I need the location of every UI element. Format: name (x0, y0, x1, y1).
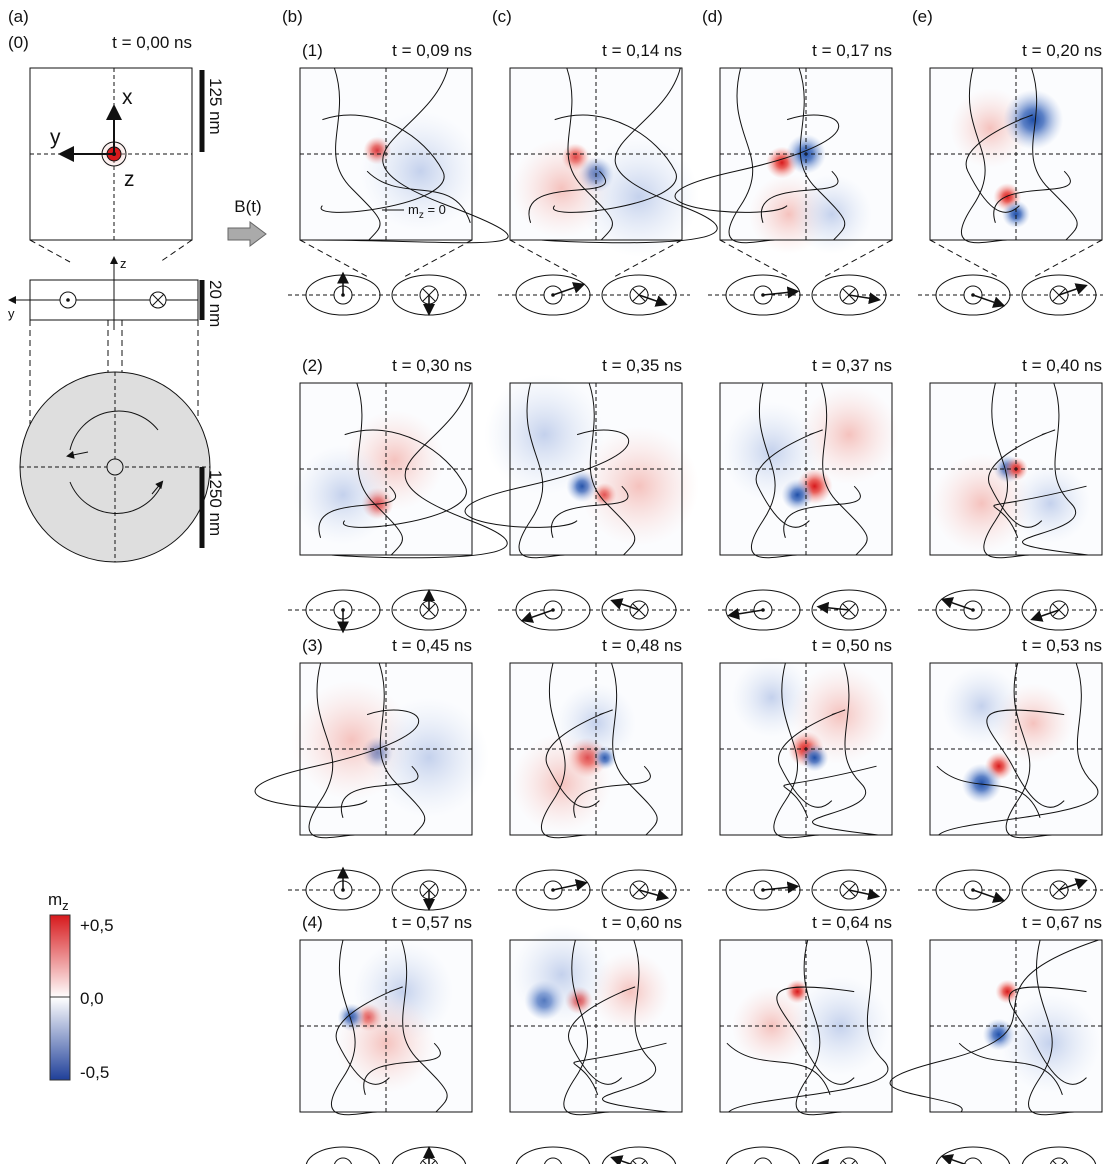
mz-panel (720, 940, 892, 1115)
disk-core (107, 459, 123, 475)
field-arrow (228, 222, 266, 246)
zoom-line (30, 240, 70, 262)
time-label: t = 0,17 ns (812, 41, 892, 60)
core-symbol (544, 1158, 562, 1164)
axis-label: z (120, 256, 127, 271)
mz-region (579, 426, 699, 546)
axis-label: x (122, 86, 133, 109)
mz-region (942, 666, 1022, 746)
axis-label: y (8, 306, 15, 321)
mz-region (962, 763, 1002, 803)
mz-panel (293, 383, 507, 558)
axis-label: z (124, 168, 135, 191)
zoom-line (160, 240, 192, 262)
zoom-line (510, 240, 580, 278)
colorbar-tick: -0,5 (80, 1063, 109, 1082)
zoom-line (402, 240, 472, 278)
row-label: (1) (302, 41, 323, 60)
column-label: (d) (702, 7, 723, 26)
mz-panel (465, 375, 699, 558)
mz-region (336, 993, 436, 1093)
time-label: t = 0,67 ns (1022, 913, 1102, 932)
time-label: t = 0,53 ns (1022, 636, 1102, 655)
time-label: t = 0,57 ns (392, 913, 472, 932)
column-label: (b) (282, 7, 303, 26)
row-label: (0) (8, 33, 29, 52)
time-label: t = 0,60 ns (602, 913, 682, 932)
core-symbol (840, 1158, 858, 1164)
mz-region (722, 402, 822, 502)
row-label: (2) (302, 356, 323, 375)
time-label: t = 0,30 ns (392, 356, 472, 375)
scale-label: 20 nm (206, 280, 225, 327)
core-symbol (334, 1158, 352, 1164)
mz-panel (255, 663, 489, 838)
colorbar-tick: +0,5 (80, 916, 114, 935)
column-label: (a) (8, 7, 29, 26)
column-label: (e) (912, 7, 933, 26)
mz-panel (930, 383, 1102, 558)
time-label: t = 0,09 ns (392, 41, 472, 60)
zoom-line (300, 240, 370, 278)
core-symbol (1050, 1158, 1068, 1164)
core-symbol (754, 1158, 772, 1164)
scale-label: 125 nm (206, 78, 225, 135)
zoom-line (1032, 240, 1102, 278)
mz-panel (720, 657, 892, 837)
scale-label: 1250 nm (206, 470, 225, 536)
mz-panel (300, 940, 472, 1115)
core-symbol (964, 1158, 982, 1164)
figure: x y z (0) t = 0,00 ns z y 125 nm 20 nm 1… (0, 0, 1103, 1164)
mz-region (792, 174, 872, 254)
time-label: t = 0,40 ns (1022, 356, 1102, 375)
row-label: (3) (302, 636, 323, 655)
contour-label-base: m (408, 202, 419, 217)
mz-panel (890, 940, 1102, 1115)
mz-region (1010, 463, 1090, 543)
time-label: t = 0,45 ns (392, 636, 472, 655)
mz-region (293, 445, 393, 545)
time-label: t = 0,00 ns (112, 33, 192, 52)
mz-panel (930, 68, 1102, 243)
axis-label: y (50, 126, 61, 149)
time-label: t = 0,48 ns (602, 636, 682, 655)
colorbar-title: mz (48, 890, 69, 913)
out-symbol (66, 298, 70, 302)
mz-region (512, 924, 612, 1024)
mz-panel (720, 383, 899, 558)
mz-region (790, 665, 890, 765)
time-label: t = 0,20 ns (1022, 41, 1102, 60)
mz-panel (675, 68, 892, 254)
mz-region (579, 137, 699, 257)
contour-label-rest: = 0 (424, 202, 446, 217)
mz-panel (510, 663, 682, 838)
mz-panel (930, 663, 1102, 838)
time-label: t = 0,14 ns (602, 41, 682, 60)
mz-panel (510, 68, 717, 257)
time-label: t = 0,35 ns (602, 356, 682, 375)
time-label: t = 0,37 ns (812, 356, 892, 375)
mz-panel (510, 924, 682, 1114)
time-label: t = 0,64 ns (812, 913, 892, 932)
zoom-line (930, 240, 1000, 278)
mz-panel (300, 68, 508, 243)
column-label: (c) (492, 7, 512, 26)
core-symbol (630, 1158, 648, 1164)
colorbar-tick: 0,0 (80, 989, 104, 1008)
row-label: (4) (302, 913, 323, 932)
time-label: t = 0,50 ns (812, 636, 892, 655)
mz-region (369, 698, 489, 818)
field-label: B(t) (234, 197, 261, 216)
